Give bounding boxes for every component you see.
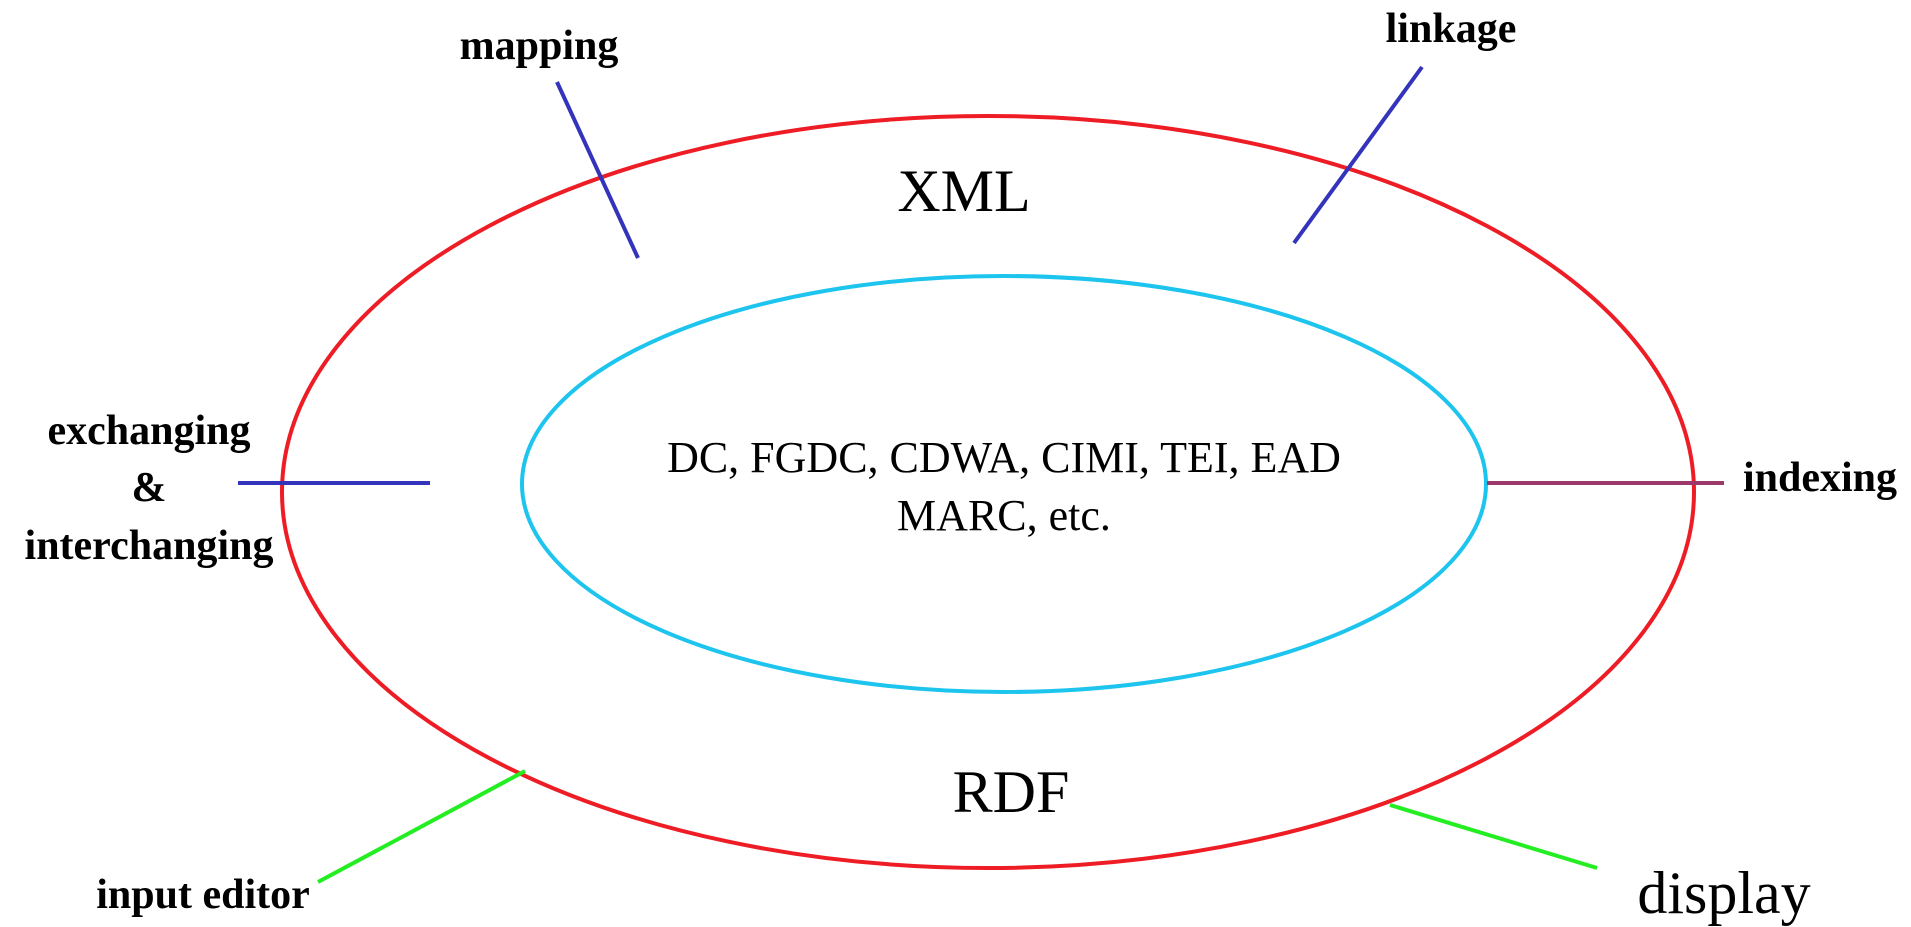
inner-ring <box>520 274 1488 694</box>
interchanging-label: interchanging <box>25 523 274 569</box>
display-label: display <box>1637 860 1810 926</box>
linkage-connector <box>1292 65 1424 245</box>
display-connector <box>1389 803 1598 870</box>
input-editor-connector <box>317 769 526 884</box>
mapping-connector <box>555 81 640 259</box>
xml-label: XML <box>897 158 1030 224</box>
standards-line-2: MARC, etc. <box>897 491 1111 540</box>
input-editor-label: input editor <box>96 872 310 918</box>
rdf-label: RDF <box>953 759 1070 825</box>
linkage-label: linkage <box>1386 6 1517 52</box>
indexing-label: indexing <box>1743 455 1897 501</box>
exchanging-label: exchanging <box>47 408 250 454</box>
mapping-label: mapping <box>460 23 619 69</box>
outer-ring <box>280 114 1696 870</box>
ampersand-label: & <box>132 465 167 511</box>
standards-line-1: DC, FGDC, CDWA, CIMI, TEI, EAD <box>667 433 1341 482</box>
